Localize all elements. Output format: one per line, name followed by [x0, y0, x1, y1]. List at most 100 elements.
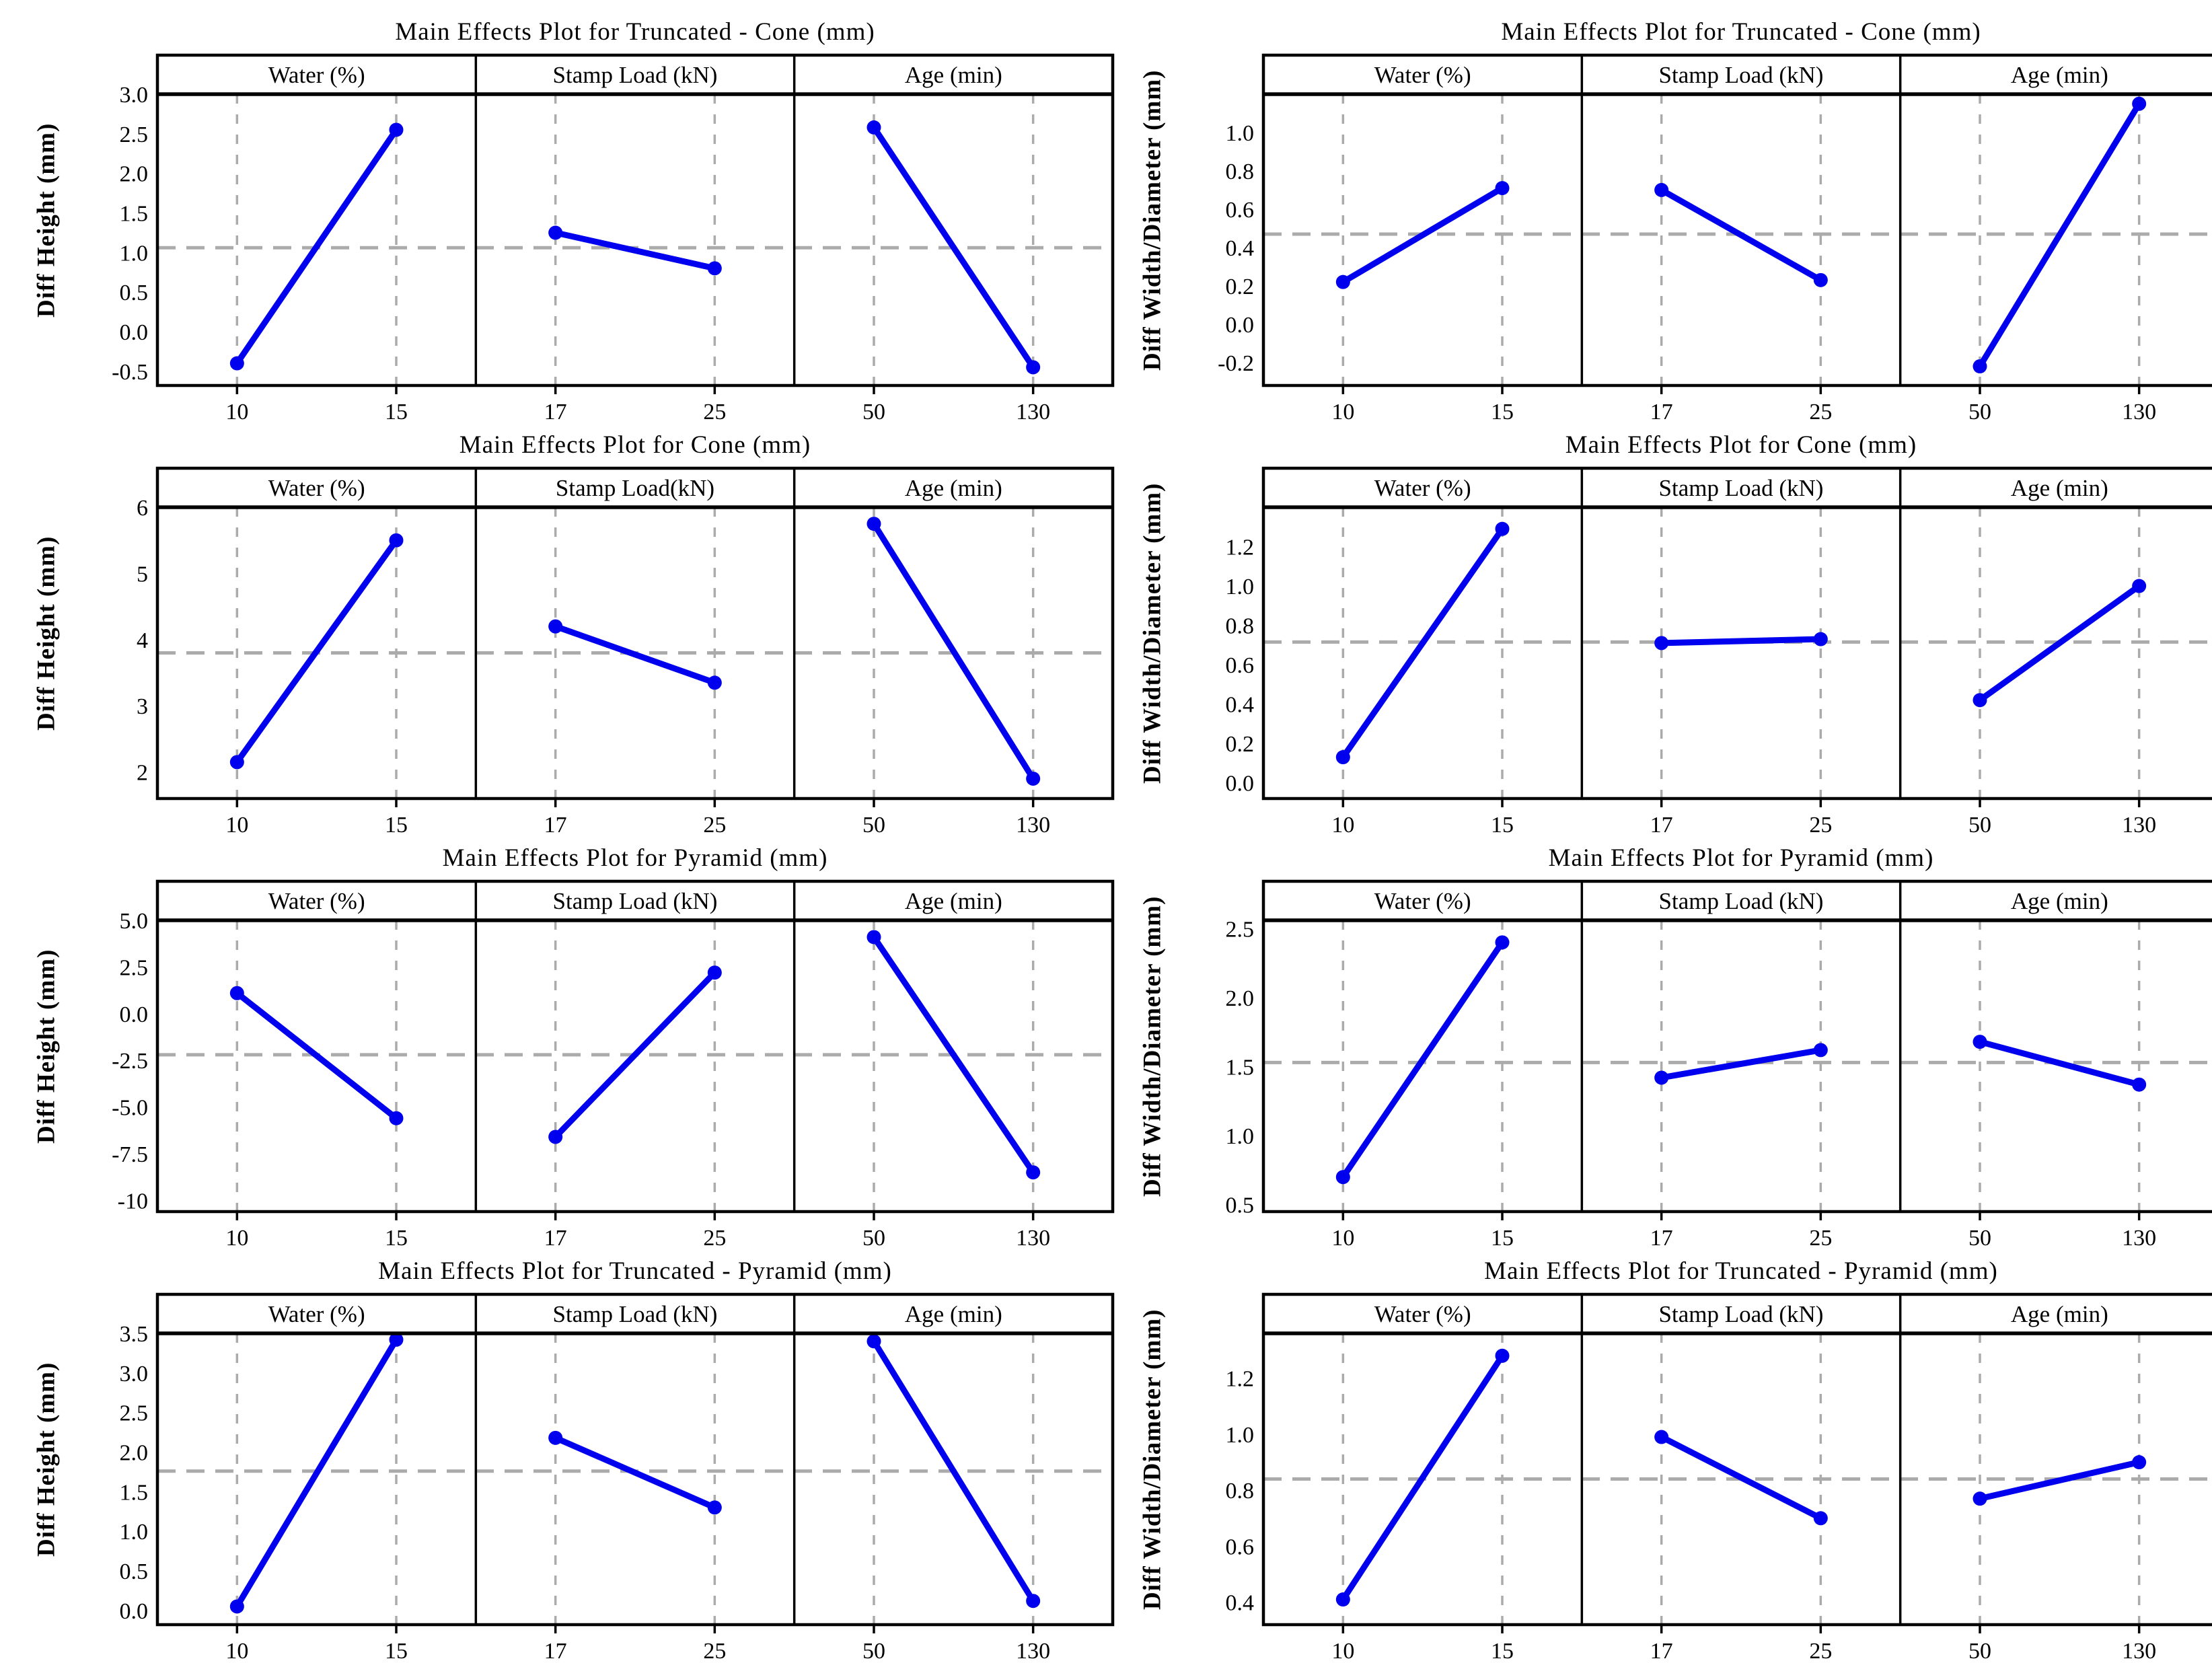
data-point-marker [1813, 1043, 1828, 1058]
x-tick-label: 17 [544, 400, 567, 424]
effect-line [1339, 185, 1506, 285]
data-point-marker [1495, 1348, 1510, 1363]
effect-line [233, 126, 400, 367]
plot-area: 10 15 17 25 50 130 Water (%) Stamp Load (kN) Age… [1226, 466, 2212, 837]
y-tick-label: -0.2 [1218, 351, 1254, 376]
x-tick-label: 130 [1016, 1226, 1050, 1250]
data-point-marker [1654, 1430, 1669, 1444]
y-tick-label: 0.8 [1226, 159, 1255, 184]
panel-header-label: Water (%) [1374, 888, 1471, 914]
effect-line [1977, 1039, 2143, 1088]
x-tick-label: 130 [2122, 1226, 2156, 1250]
y-tick-label: -2.5 [112, 1049, 148, 1074]
data-point-marker [548, 619, 563, 634]
chart-truncated-pyramid-height: Main Effects Plot for Truncated - Pyrami… [27, 1250, 1133, 1663]
chart-cone-width: Main Effects Plot for Cone (mm) Diff Wid… [1133, 424, 2212, 837]
panel-header-label: Stamp Load (kN) [553, 888, 718, 914]
panel-header-label: Age (min) [905, 475, 1002, 501]
y-tick-label: -7.5 [112, 1142, 148, 1167]
chart-title: Main Effects Plot for Pyramid (mm) [1548, 844, 1934, 872]
plot-area: 10 15 17 25 50 130 Water (%) Stamp Load (kN) Age… [1218, 53, 2212, 424]
x-tick-label: 130 [1016, 1639, 1050, 1663]
x-tick-label: 10 [225, 1639, 248, 1663]
data-point-marker [1654, 636, 1669, 651]
panel-header-label: Water (%) [268, 1301, 365, 1327]
plot-area: 10 15 17 25 50 130 Water (%) Stamp Load (kN) Age… [112, 879, 1115, 1250]
y-tick-label: 2.5 [120, 1401, 149, 1426]
effect-line [552, 623, 718, 686]
effect-line [552, 229, 718, 272]
data-point-marker [1026, 771, 1041, 786]
effect-line [1658, 1434, 1824, 1522]
effect-line [871, 521, 1037, 782]
y-tick-label: 2.5 [1226, 917, 1255, 942]
y-tick-label: 3.0 [120, 1362, 149, 1387]
data-point-marker [2132, 96, 2147, 111]
effect-line [552, 1434, 718, 1511]
data-point-marker [1495, 181, 1510, 196]
data-point-marker [1026, 1594, 1041, 1609]
panel-header-label: Stamp Load (kN) [1659, 62, 1824, 88]
y-tick-label: 1.5 [120, 201, 149, 226]
data-point-marker [1813, 632, 1828, 646]
data-point-marker [1973, 359, 1987, 374]
y-tick-label: 1.2 [1226, 535, 1255, 560]
data-point-marker [1813, 1511, 1828, 1526]
x-tick-label: 25 [703, 813, 726, 837]
x-tick-label: 10 [1331, 400, 1354, 424]
data-point-marker [2132, 1455, 2147, 1470]
plot-border [155, 53, 1115, 387]
y-tick-label: 1.2 [1226, 1367, 1255, 1392]
y-tick-label: 1.0 [1226, 1423, 1255, 1448]
y-tick-label: 0.0 [1226, 772, 1255, 797]
plot-area: 10 15 17 25 50 130 Water (%) Stamp Load (kN) Age… [1226, 879, 2212, 1250]
data-point-marker [229, 755, 244, 770]
data-point-marker [389, 1111, 404, 1125]
x-tick-label: 10 [225, 1226, 248, 1250]
x-tick-label: 10 [1331, 1226, 1354, 1250]
x-tick-label: 50 [862, 400, 885, 424]
y-tick-label: 1.0 [120, 241, 149, 266]
data-point-marker [548, 225, 563, 240]
data-point-marker [707, 965, 722, 980]
chart-title: Main Effects Plot for Truncated - Pyrami… [1484, 1257, 1998, 1285]
chart-title: Main Effects Plot for Truncated - Cone (… [395, 18, 875, 46]
plot-border [1261, 1292, 2212, 1627]
y-tick-label: 0.5 [120, 281, 149, 305]
y-tick-label: 0.2 [1226, 274, 1255, 299]
data-point-marker [1973, 1491, 1987, 1506]
chart-cone-height: Main Effects Plot for Cone (mm) Diff Hei… [27, 424, 1133, 837]
x-tick-label: 130 [2122, 1639, 2156, 1663]
chart-truncated-cone-height: Main Effects Plot for Truncated - Cone (… [27, 11, 1133, 424]
x-tick-label: 50 [1968, 400, 1991, 424]
y-tick-label: 1.0 [1226, 1124, 1255, 1149]
x-tick-label: 17 [544, 1639, 567, 1663]
x-tick-label: 25 [1809, 813, 1832, 837]
x-tick-label: 25 [703, 400, 726, 424]
y-tick-label: 0.0 [120, 320, 149, 345]
y-tick-label: 4 [137, 628, 148, 653]
data-point-marker [867, 930, 881, 945]
data-point-marker [1335, 750, 1350, 765]
effect-line [552, 969, 718, 1140]
x-tick-label: 15 [1491, 1226, 1514, 1250]
x-tick-label: 10 [1331, 813, 1354, 837]
y-tick-label: 2.0 [120, 162, 149, 187]
data-point-marker [707, 261, 722, 276]
x-tick-label: 15 [1491, 1639, 1514, 1663]
panel-header-label: Age (min) [2011, 888, 2108, 914]
plot-border [155, 1292, 1115, 1627]
data-point-marker [389, 122, 404, 137]
panel-header-label: Stamp Load (kN) [1659, 888, 1824, 914]
x-tick-label: 130 [1016, 400, 1050, 424]
data-point-marker [1813, 272, 1828, 287]
x-tick-label: 50 [1968, 1226, 1991, 1250]
chart-title: Main Effects Plot for Pyramid (mm) [442, 844, 828, 872]
y-tick-label: 0.5 [120, 1559, 149, 1584]
panel-header-label: Stamp Load (kN) [553, 1301, 718, 1327]
effect-line [1658, 186, 1824, 283]
x-tick-label: 25 [1809, 1226, 1832, 1250]
data-point-marker [2132, 579, 2147, 593]
panel-header-label: Water (%) [1374, 1301, 1471, 1327]
